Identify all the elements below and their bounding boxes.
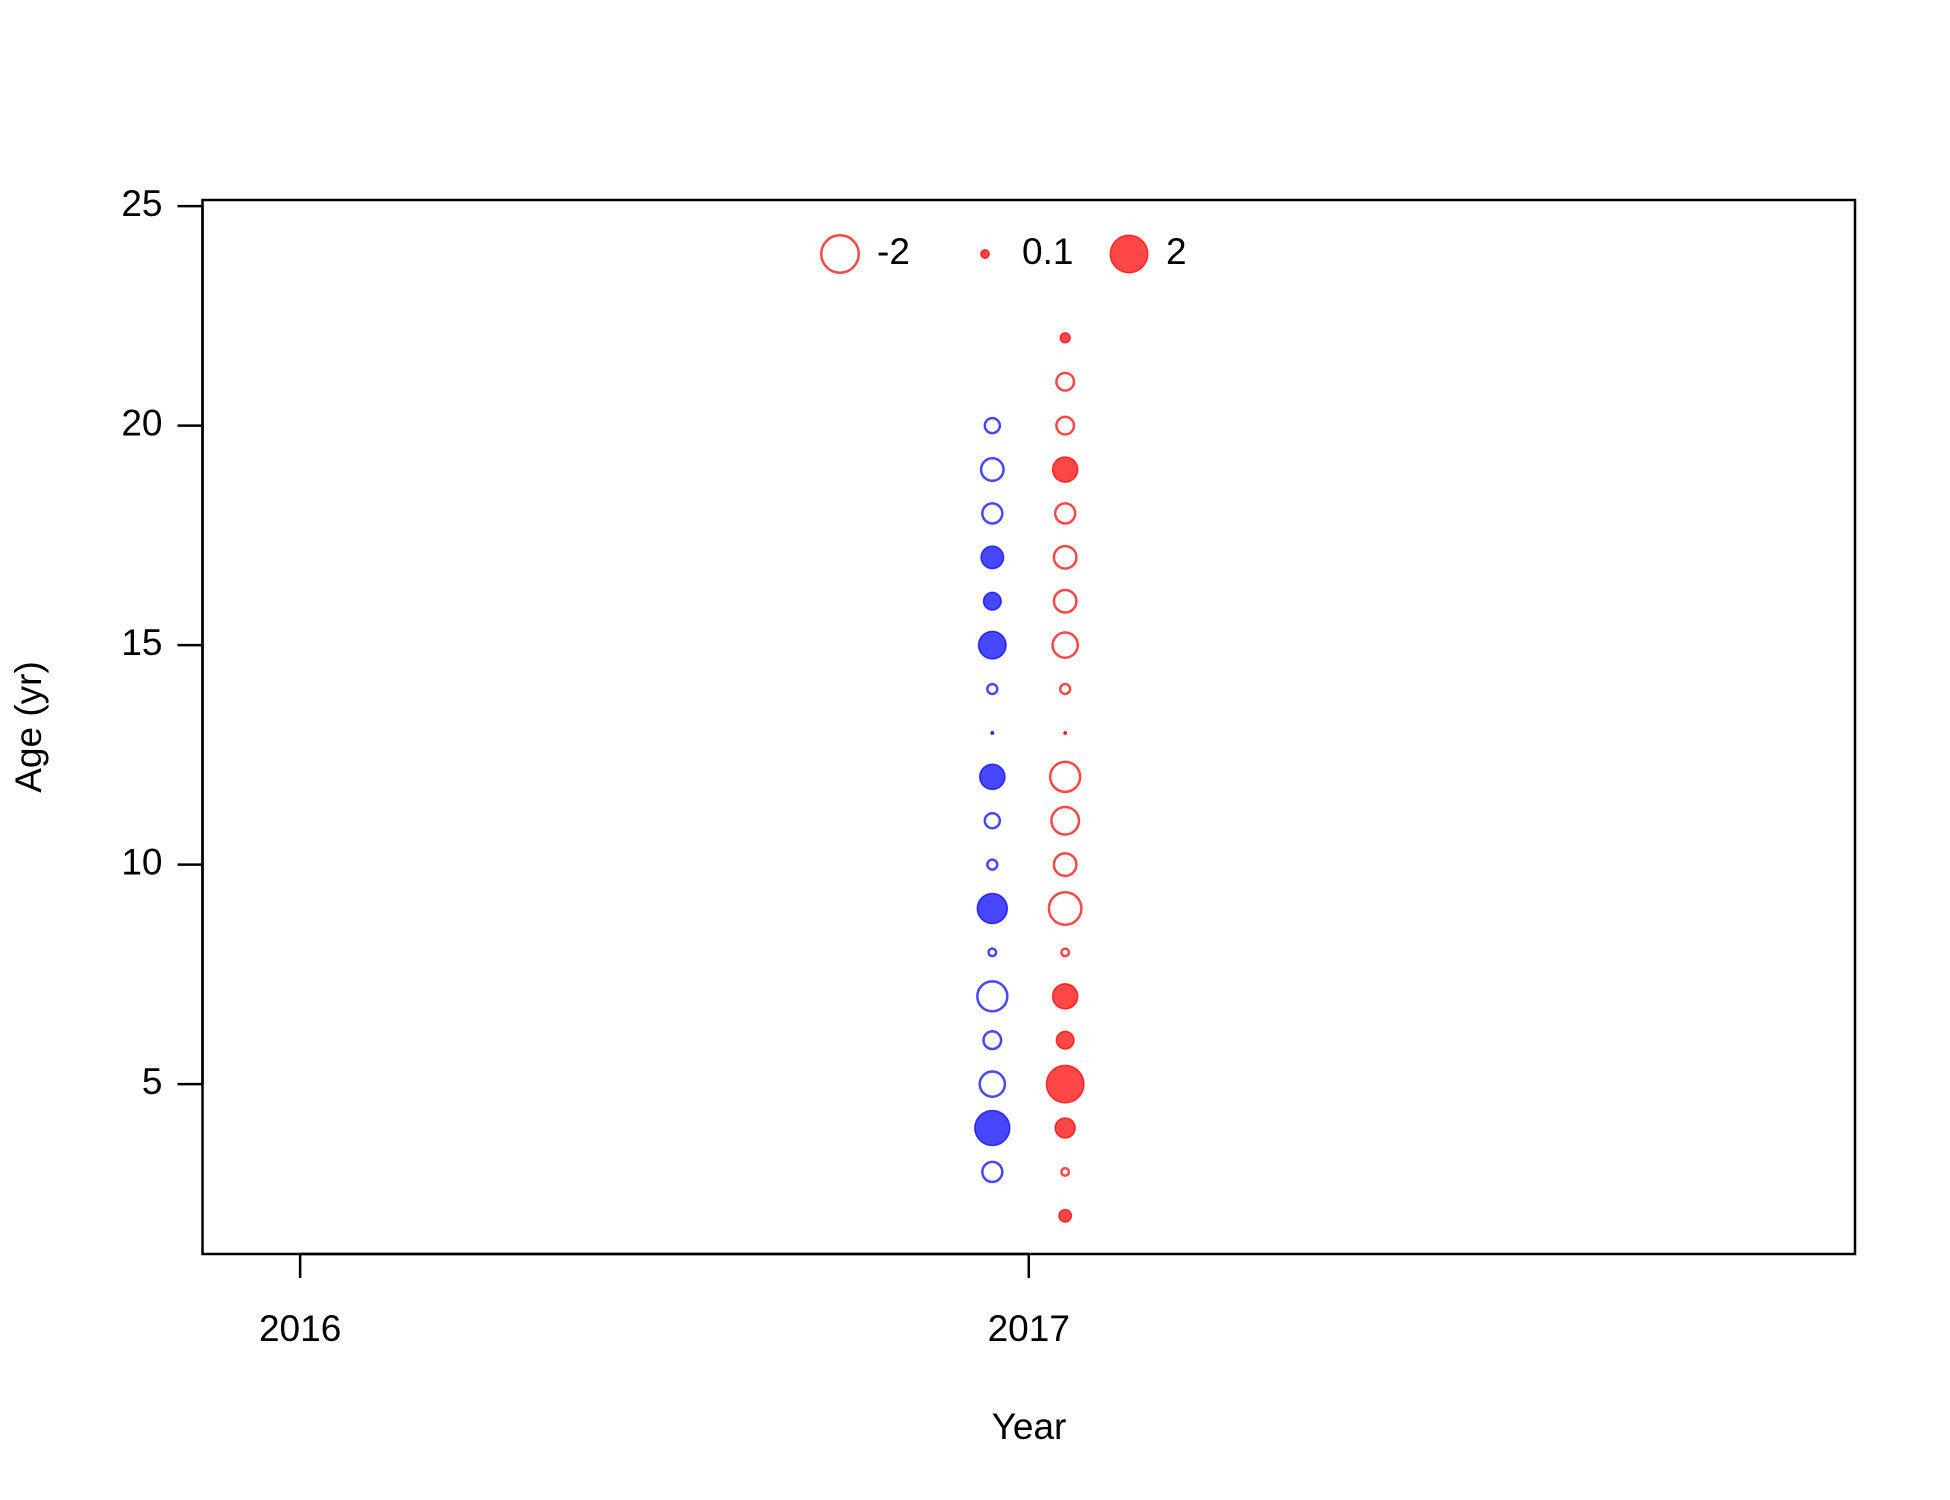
- x-axis-label: Year: [992, 1406, 1067, 1447]
- y-tick-label: 20: [121, 402, 162, 443]
- bubble: [979, 457, 1005, 483]
- bubble: [978, 763, 1006, 791]
- bubble: [983, 416, 1002, 435]
- y-tick-label: 25: [121, 183, 162, 224]
- bubble: [1047, 891, 1083, 927]
- bubble: [990, 730, 995, 736]
- bubble: [1052, 544, 1078, 570]
- bubble: [1058, 1208, 1073, 1223]
- bubble: [982, 1030, 1003, 1051]
- bubble: [980, 545, 1005, 570]
- bubble: [1052, 588, 1078, 614]
- bubble: [982, 591, 1002, 611]
- x-tick-label: 2016: [259, 1308, 341, 1349]
- bubble: [1051, 456, 1079, 483]
- bubble: [1055, 371, 1076, 392]
- bubble: [1063, 730, 1068, 736]
- y-tick-label: 15: [121, 622, 162, 663]
- y-axis-label: Age (yr): [8, 661, 49, 793]
- bubble: [1052, 852, 1078, 878]
- y-tick-label: 5: [142, 1061, 163, 1102]
- bubble: [1051, 631, 1080, 659]
- x-tick-label: 2017: [988, 1308, 1070, 1349]
- bubble: [976, 892, 1009, 925]
- bubble: [1055, 415, 1076, 436]
- bubble: [986, 858, 999, 871]
- y-tick-label: 10: [121, 841, 162, 882]
- legend-label: 2: [1166, 231, 1187, 272]
- bubble: [1058, 682, 1072, 696]
- bubble: [1060, 947, 1071, 958]
- bubble: [1051, 982, 1079, 1010]
- bubble: [977, 630, 1007, 660]
- bubble: [974, 1109, 1011, 1147]
- bubble: [1055, 1030, 1075, 1050]
- bubble: [1050, 805, 1081, 836]
- plot-box: [201, 198, 1857, 1256]
- bubble: [1053, 502, 1077, 525]
- bubble: [987, 947, 998, 958]
- bubble: [976, 980, 1009, 1013]
- bubble: [1054, 1117, 1076, 1139]
- bubble: [986, 682, 999, 696]
- bubble: [981, 502, 1004, 525]
- legend-bubble: [1109, 234, 1149, 274]
- legend-bubble: [820, 234, 860, 274]
- bubble: [1048, 760, 1082, 794]
- bubble: [1059, 332, 1071, 344]
- legend-bubble: [980, 249, 990, 259]
- bubble: [1060, 1166, 1071, 1177]
- bubble: [978, 1070, 1007, 1098]
- bubble: [983, 811, 1002, 830]
- legend-label: -2: [877, 231, 910, 272]
- bubble: [981, 1160, 1004, 1184]
- bubble: [1045, 1064, 1085, 1104]
- legend-label: 0.1: [1022, 231, 1073, 272]
